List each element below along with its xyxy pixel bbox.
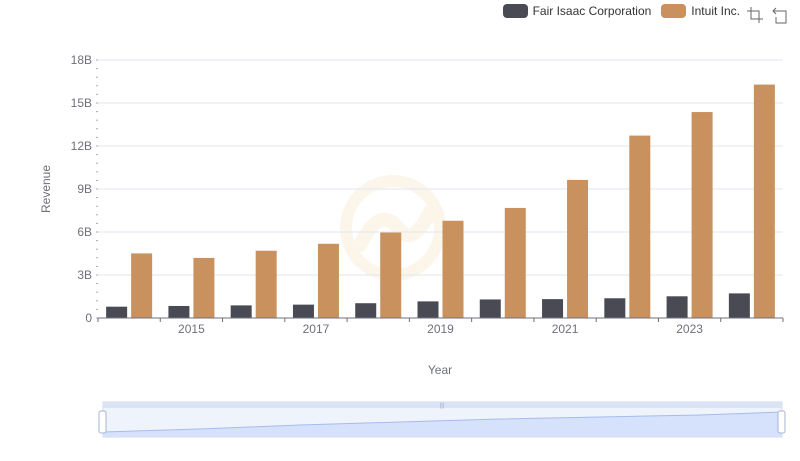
legend-item-fair-isaac[interactable]: Fair Isaac Corporation: [502, 4, 652, 18]
legend-swatch-fair-isaac: [502, 4, 528, 18]
bar-intuit-2020[interactable]: [504, 207, 526, 318]
legend-label-fair-isaac: Fair Isaac Corporation: [532, 4, 652, 18]
zoom-preview-area: [103, 412, 782, 437]
legend-label-intuit: Intuit Inc.: [691, 4, 740, 18]
y-tick-label: 3B: [77, 268, 92, 282]
bar-intuit-2021[interactable]: [567, 179, 589, 318]
y-tick-label: 18B: [71, 53, 92, 67]
bar-fair-isaac-2014[interactable]: [106, 306, 128, 318]
bar-intuit-2018[interactable]: [380, 232, 402, 318]
bar-intuit-2024[interactable]: [753, 84, 775, 318]
bar-intuit-2022[interactable]: [629, 135, 651, 318]
bar-intuit-2019[interactable]: [442, 220, 464, 318]
y-tick-label: 0: [85, 311, 92, 325]
y-tick-label: 15B: [71, 96, 92, 110]
x-tick-label: 2023: [676, 322, 703, 336]
bar-fair-isaac-2020[interactable]: [479, 299, 501, 318]
y-tick-label: 12B: [71, 139, 92, 153]
zoom-reset-icon[interactable]: [772, 6, 790, 24]
bar-intuit-2023[interactable]: [691, 112, 713, 318]
zoom-grip-icon: |||: [440, 403, 445, 409]
x-tick-label: 2017: [303, 322, 330, 336]
bar-fair-isaac-2024[interactable]: [728, 293, 750, 318]
bar-intuit-2014[interactable]: [131, 253, 153, 318]
zoom-select-icon[interactable]: [746, 6, 764, 24]
zoom-preview-line: [102, 411, 783, 433]
bar-fair-isaac-2017[interactable]: [292, 304, 314, 318]
y-axis-title: Revenue: [39, 165, 53, 213]
zoom-move-handle[interactable]: [103, 402, 782, 408]
bar-fair-isaac-2023[interactable]: [666, 296, 688, 318]
bar-fair-isaac-2022[interactable]: [604, 298, 626, 318]
x-tick-label: 2015: [178, 322, 205, 336]
legend-item-intuit[interactable]: Intuit Inc.: [661, 4, 740, 18]
bar-fair-isaac-2019[interactable]: [417, 301, 439, 318]
bar-fair-isaac-2018[interactable]: [355, 303, 377, 318]
x-tick-label: 2019: [427, 322, 454, 336]
zoom-handle-left[interactable]: [98, 410, 107, 434]
chart-toolbox: [746, 6, 790, 24]
bar-intuit-2015[interactable]: [193, 257, 215, 318]
chart-legend: Fair Isaac Corporation Intuit Inc.: [502, 4, 740, 18]
bar-intuit-2017[interactable]: [317, 243, 339, 318]
legend-swatch-intuit: [661, 4, 687, 18]
x-tick-label: 2021: [552, 322, 579, 336]
bar-intuit-2016[interactable]: [255, 250, 277, 318]
zoom-handle-right[interactable]: [777, 410, 786, 434]
y-tick-label: 9B: [77, 182, 92, 196]
y-tick-label: 6B: [77, 225, 92, 239]
bar-fair-isaac-2016[interactable]: [230, 305, 252, 318]
x-axis-title: Year: [428, 363, 452, 377]
bar-fair-isaac-2015[interactable]: [168, 305, 190, 318]
bar-fair-isaac-2021[interactable]: [542, 299, 564, 318]
